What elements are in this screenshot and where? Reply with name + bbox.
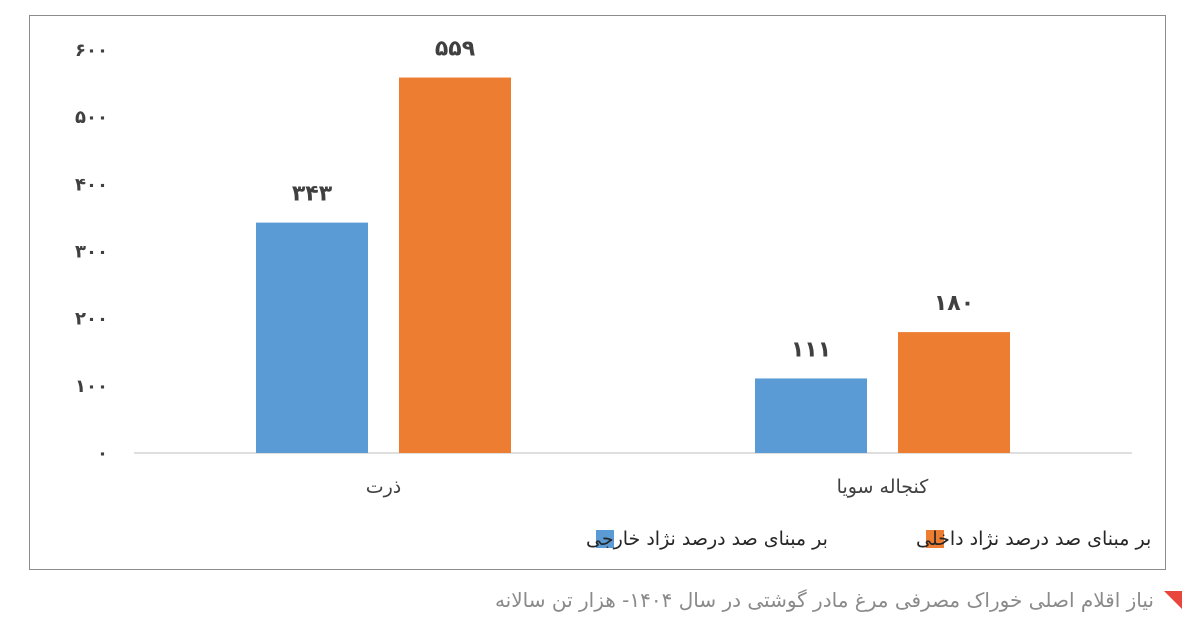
legend-label: بر مبنای صد درصد نژاد داخلی [916,528,1151,550]
legend-swatch [926,530,944,548]
y-tick-label: ۲۰۰ [75,309,108,330]
y-tick-label: ۳۰۰ [75,242,108,263]
bar-value-label: ۱۸۰ [934,291,974,316]
x-tick-label: ذرت [366,476,402,498]
y-tick-label: ۵۰۰ [75,107,108,128]
legend-swatch [596,530,614,548]
bar-chart: ۰ ۱۰۰ ۲۰۰ ۳۰۰ ۴۰۰ ۵۰۰ ۶۰۰ ۳۴۳ ۵۵۹ ذرت ۱۱۱ ۱۸۰ کنجاله… [75,37,1151,550]
bar-value-label: ۳۴۳ [292,182,333,207]
y-tick-label: ۴۰۰ [75,174,108,195]
y-tick-label: ۶۰۰ [75,40,108,61]
y-tick-label: ۱۰۰ [75,376,108,397]
caption-text: نیاز اقلام اصلی خوراک مصرفی مرغ مادر گوش… [494,588,1154,612]
x-tick-label: کنجاله سویا [837,476,930,498]
legend-label: بر مبنای صد درصد نژاد خارجی [586,528,828,550]
bar-value-label: ۱۱۱ [791,337,831,362]
bar [399,77,511,453]
bar [256,222,368,453]
bar-value-label: ۵۵۹ [435,37,475,62]
red-triangle-icon [1164,591,1182,609]
bar [898,332,1010,453]
y-tick-label: ۰ [97,443,108,464]
chart-frame: ۰ ۱۰۰ ۲۰۰ ۳۰۰ ۴۰۰ ۵۰۰ ۶۰۰ ۳۴۳ ۵۵۹ ذرت ۱۱۱ ۱۸۰ کنجاله… [29,15,1166,570]
chart-caption: نیاز اقلام اصلی خوراک مصرفی مرغ مادر گوش… [495,586,1182,614]
bar [755,378,867,453]
